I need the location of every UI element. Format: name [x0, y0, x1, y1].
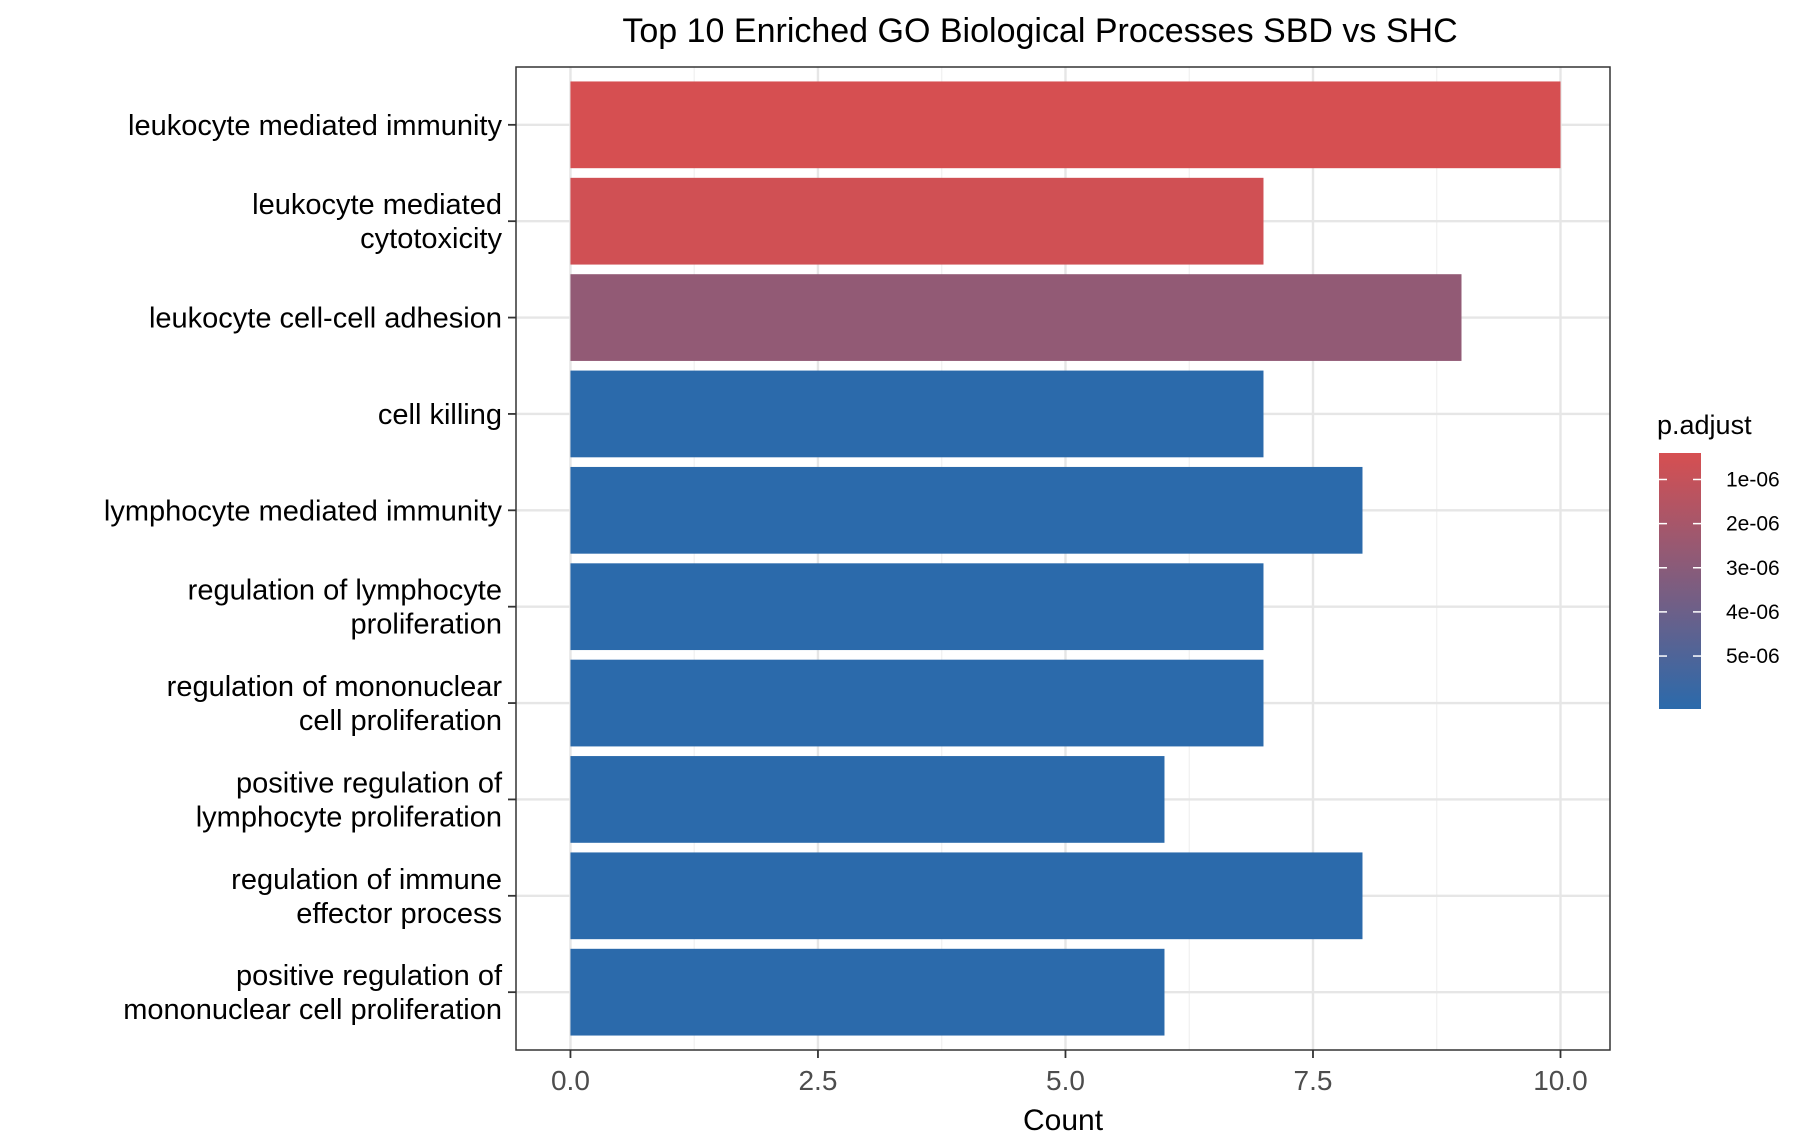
bar: [570, 948, 1165, 1036]
x-tick-label: 0.0: [551, 1065, 590, 1096]
y-tick-label: regulation of mononuclear cell proliferat…: [167, 671, 503, 737]
y-tick-label: cell killing: [378, 399, 502, 431]
legend-label: 5e-06: [1726, 645, 1780, 668]
x-tick-label: 5.0: [1046, 1065, 1085, 1096]
legend-title: p.adjust: [1657, 410, 1752, 440]
legend-label: 3e-06: [1726, 557, 1780, 580]
legend-label: 4e-06: [1726, 601, 1780, 624]
y-tick-label: positive regulation of lymphocyte prolife…: [196, 767, 503, 833]
legend-label: 2e-06: [1726, 513, 1780, 536]
bar: [570, 659, 1264, 747]
legend-colorbar: [1659, 453, 1701, 709]
x-tick-label: 10.0: [1533, 1065, 1588, 1096]
y-tick-label: leukocyte cell-cell adhesion: [149, 303, 502, 335]
y-tick-label: lymphocyte mediated immunity: [104, 495, 503, 527]
x-tick-label: 2.5: [798, 1065, 837, 1096]
y-tick-label: leukocyte mediated cytotoxicity: [252, 189, 502, 255]
bar: [570, 370, 1264, 458]
bar: [570, 177, 1264, 265]
axes: 0.0 2.5 5.0 7.5 10.0 leukocyte mediated immun…: [104, 110, 1588, 1096]
y-tick-label: regulation of lymphocyte proliferation: [188, 575, 502, 641]
bar: [570, 466, 1363, 554]
bar: [570, 563, 1264, 651]
color-legend: p.adjust 1e-06 2e-06 3e-06 4e-06 5e-06: [1657, 410, 1780, 709]
x-axis-label: Count: [1023, 1104, 1104, 1137]
y-tick-label: regulation of immune effector process: [231, 864, 502, 930]
chart-title: Top 10 Enriched GO Biological Processes …: [622, 12, 1457, 50]
bars: [570, 81, 1561, 1036]
bar: [570, 81, 1561, 169]
bar: [570, 274, 1462, 361]
bar: [570, 756, 1165, 843]
bar: [570, 852, 1363, 940]
x-tick-label: 7.5: [1294, 1065, 1333, 1096]
y-tick-label: positive regulation of mononuclear cell p…: [123, 960, 503, 1026]
plot-panel-border: [515, 66, 1611, 1051]
y-tick-label: leukocyte mediated immunity: [128, 110, 502, 142]
legend-label: 1e-06: [1726, 468, 1780, 491]
